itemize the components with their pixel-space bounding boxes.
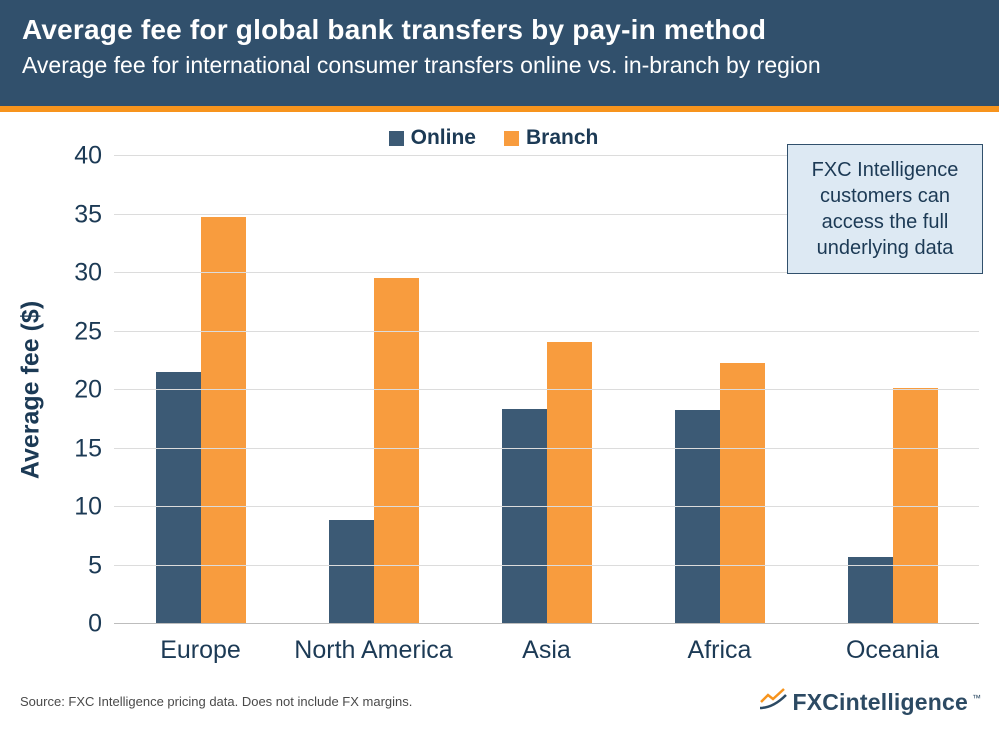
fxc-logo: FXCintelligence ™: [758, 687, 981, 716]
legend-label-branch: Branch: [525, 126, 599, 149]
gridline-5: [114, 564, 979, 566]
source-note: Source: FXC Intelligence pricing data. D…: [20, 693, 413, 709]
x-category-label-asia: Asia: [522, 635, 571, 664]
bar-group-europe: [114, 156, 287, 624]
gridline-15: [114, 447, 979, 449]
legend-item-branch: Branch: [503, 126, 599, 150]
y-tick-label-15: 15: [74, 434, 102, 462]
bar-online-asia: [501, 408, 547, 624]
bar-online-north-america: [328, 519, 374, 624]
y-tick-label-35: 35: [74, 200, 102, 228]
bar-group-north-america: [287, 156, 460, 624]
bar-branch-north-america: [373, 277, 419, 624]
legend-swatch-branch: [503, 130, 519, 146]
gridline-10: [114, 506, 979, 507]
gridline-25: [114, 330, 979, 332]
bar-group-asia: [460, 156, 633, 624]
fxc-logo-text: FXCintelligence: [792, 688, 968, 715]
gridline-30: [114, 272, 979, 273]
gridline-35: [114, 213, 979, 215]
x-axis-line: [114, 623, 979, 624]
legend-label-online: Online: [410, 126, 476, 149]
chart-legend: Online Branch: [8, 120, 979, 156]
chart-grid: Average fee ($) 0 5 10 15 20 25 30 35 40 Europe N…: [8, 142, 979, 676]
y-tick-label-40: 40: [74, 141, 102, 170]
y-axis-title-container: Average fee ($): [8, 156, 54, 624]
header: Average fee for global bank transfers by…: [0, 0, 999, 106]
legend-item-online: Online: [388, 126, 476, 150]
y-axis-ticks: 0 5 10 15 20 25 30 35 40: [54, 142, 114, 638]
chart-area: Online Branch FXC Intelligence customers…: [0, 112, 999, 676]
x-axis-labels: Europe North America Asia Africa Oceania: [114, 624, 979, 676]
bar-online-europe: [155, 372, 201, 624]
legend-swatch-online: [388, 130, 404, 146]
page-title: Average fee for global bank transfers by…: [22, 14, 767, 45]
bar-online-oceania: [847, 557, 893, 624]
note-box: FXC Intelligence customers can access th…: [787, 144, 983, 274]
x-category-label-oceania: Oceania: [845, 635, 940, 664]
x-category-label-africa: Africa: [687, 635, 752, 664]
bar-groups: [114, 156, 979, 624]
y-tick-label-25: 25: [74, 317, 102, 345]
bar-branch-oceania: [892, 387, 938, 624]
footer: Source: FXC Intelligence pricing data. D…: [0, 676, 999, 722]
bar-branch-europe: [200, 216, 246, 624]
y-axis-title: Average fee ($): [16, 300, 45, 480]
plot-area: [114, 155, 979, 624]
fxc-logo-trademark: ™: [972, 692, 981, 703]
bar-online-africa: [674, 409, 720, 624]
x-category-label-europe: Europe: [160, 635, 241, 664]
page-subtitle: Average fee for international consumer t…: [22, 52, 821, 78]
gridline-40: [114, 155, 979, 156]
bar-group-africa: [633, 156, 806, 624]
gridline-20: [114, 389, 979, 390]
x-category-label-north-america: North America: [294, 635, 453, 664]
y-tick-label-30: 30: [74, 258, 102, 287]
accent-divider: [0, 106, 999, 112]
fxc-logo-icon: [758, 687, 788, 716]
y-tick-label-5: 5: [88, 551, 102, 579]
y-tick-label-20: 20: [74, 375, 102, 404]
bar-group-oceania: [806, 156, 979, 624]
bar-branch-asia: [546, 342, 592, 624]
y-tick-label-0: 0: [88, 609, 102, 638]
bar-branch-africa: [719, 363, 765, 624]
y-tick-label-10: 10: [74, 492, 102, 521]
